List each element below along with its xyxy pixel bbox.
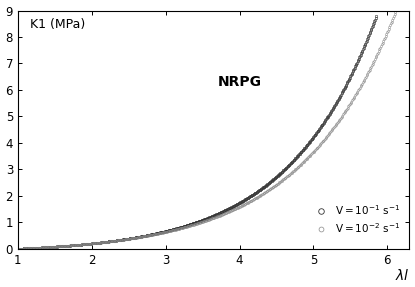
v1 <box>285 165 290 168</box>
v2 <box>241 203 246 207</box>
v2 <box>394 8 399 12</box>
v2 <box>385 31 390 34</box>
v2 <box>220 213 225 216</box>
Text: K1 (MPa): K1 (MPa) <box>29 18 85 31</box>
Line: v2: v2 <box>17 9 397 250</box>
v1 <box>107 240 112 243</box>
Text: $\lambda l$: $\lambda l$ <box>395 268 410 283</box>
v1 <box>227 207 232 210</box>
v1 <box>15 247 20 251</box>
v2 <box>15 247 20 251</box>
v2 <box>325 133 330 137</box>
Legend: $\mathrm{V = 10^{-1}\ s^{-1}}$, $\mathrm{V = 10^{-2}\ s^{-1}}$: $\mathrm{V = 10^{-1}\ s^{-1}}$, $\mathrm… <box>307 199 404 239</box>
v1 <box>255 190 260 193</box>
v1 <box>178 226 183 229</box>
Line: v1: v1 <box>17 15 378 250</box>
v1 <box>79 243 84 246</box>
v2 <box>195 222 200 225</box>
v1 <box>374 15 379 18</box>
v2 <box>198 221 203 224</box>
Text: NRPG: NRPG <box>217 75 261 89</box>
